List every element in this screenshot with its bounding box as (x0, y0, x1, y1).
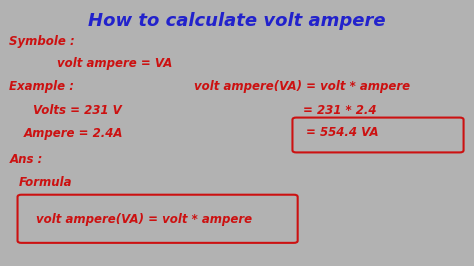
Text: How to calculate volt ampere: How to calculate volt ampere (88, 12, 386, 30)
Text: Ampere = 2.4A: Ampere = 2.4A (24, 127, 123, 139)
Text: volt ampere(VA) = volt * ampere: volt ampere(VA) = volt * ampere (36, 213, 252, 226)
Text: = 231 * 2.4: = 231 * 2.4 (303, 104, 377, 117)
Text: Example :: Example : (9, 80, 74, 93)
Text: Formula: Formula (19, 176, 73, 189)
Text: volt ampere(VA) = volt * ampere: volt ampere(VA) = volt * ampere (194, 80, 410, 93)
Text: Ans :: Ans : (9, 153, 43, 166)
Text: volt ampere = VA: volt ampere = VA (57, 57, 172, 70)
Text: Symbole :: Symbole : (9, 35, 75, 48)
Text: = 554.4 VA: = 554.4 VA (306, 127, 378, 139)
Text: Volts = 231 V: Volts = 231 V (33, 104, 122, 117)
